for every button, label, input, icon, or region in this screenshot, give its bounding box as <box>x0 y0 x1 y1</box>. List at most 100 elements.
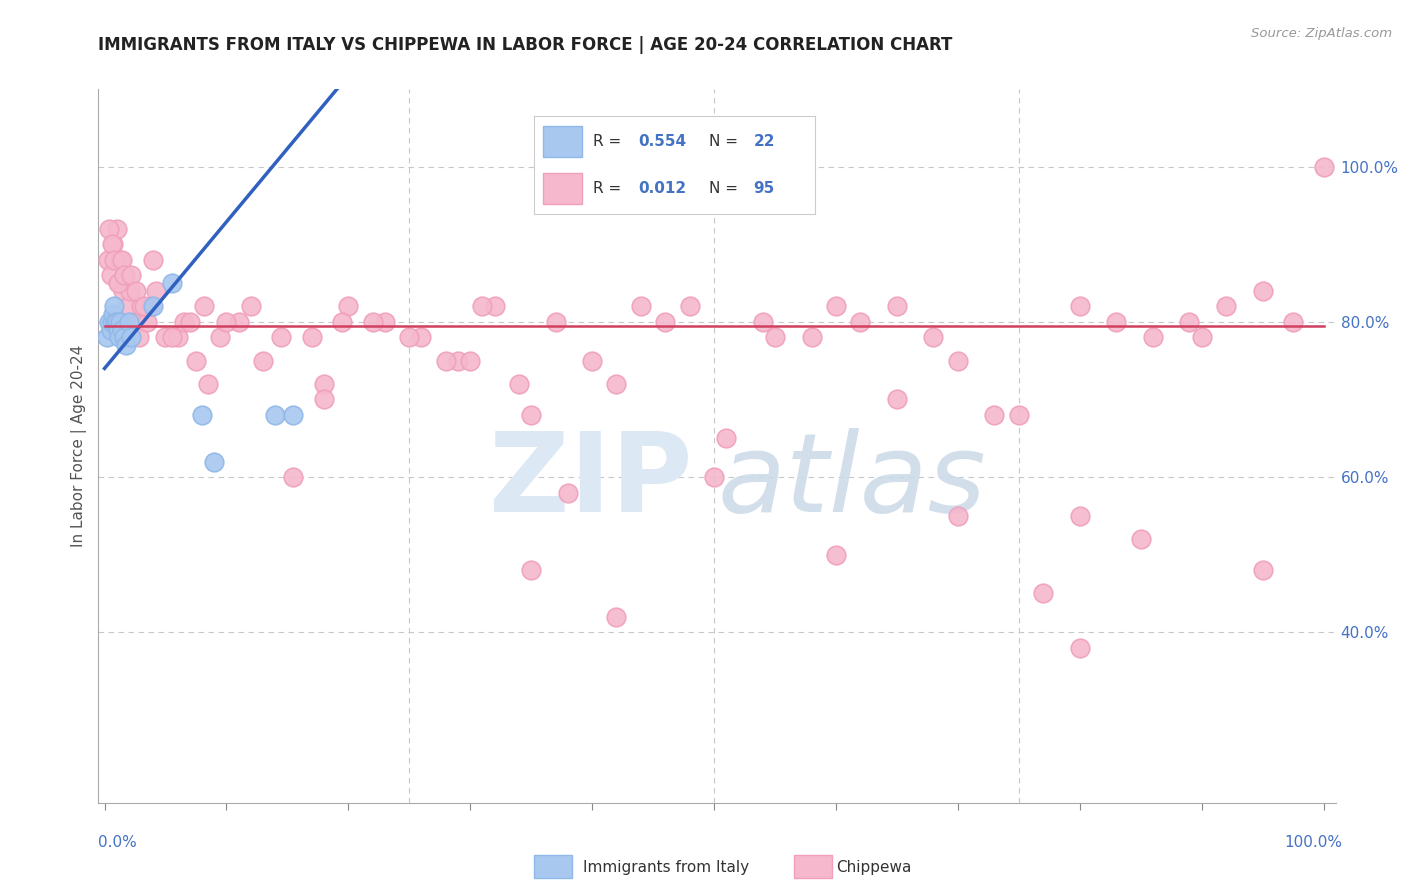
Point <box>763 330 786 344</box>
Point <box>108 276 131 290</box>
Point <box>103 299 125 313</box>
Point <box>120 268 142 283</box>
Point <box>191 408 214 422</box>
Point <box>678 299 700 313</box>
Point <box>173 315 195 329</box>
Point <box>520 408 543 422</box>
Y-axis label: In Labor Force | Age 20-24: In Labor Force | Age 20-24 <box>72 345 87 547</box>
Text: 22: 22 <box>754 134 775 149</box>
Text: ZIP: ZIP <box>489 428 692 535</box>
Point <box>132 299 155 313</box>
Point <box>97 252 120 267</box>
Point <box>1105 315 1128 329</box>
Point <box>312 376 335 391</box>
Point <box>202 454 225 468</box>
Point <box>128 330 150 344</box>
Point <box>800 330 823 344</box>
Point <box>654 315 676 329</box>
Point <box>160 276 183 290</box>
Point <box>946 353 969 368</box>
Point <box>1178 315 1201 329</box>
Point <box>1251 563 1274 577</box>
Point <box>557 485 579 500</box>
Point <box>605 376 627 391</box>
Point <box>239 299 262 313</box>
Point <box>112 268 135 283</box>
Text: 0.012: 0.012 <box>638 181 686 196</box>
Text: 0.0%: 0.0% <box>98 836 138 850</box>
Point <box>142 252 165 267</box>
Point <box>752 315 775 329</box>
Point <box>1312 160 1334 174</box>
Point <box>101 315 124 329</box>
Point <box>160 330 183 344</box>
Point <box>544 315 567 329</box>
Point <box>283 408 305 422</box>
Point <box>886 392 908 407</box>
Point <box>105 222 128 236</box>
Point <box>1251 284 1274 298</box>
Point <box>1069 508 1091 523</box>
Point <box>98 222 121 236</box>
Point <box>179 315 201 329</box>
Point <box>270 330 292 344</box>
Point <box>458 353 481 368</box>
Point <box>283 470 305 484</box>
Point <box>110 252 132 267</box>
Text: R =: R = <box>593 134 621 149</box>
Point <box>136 315 159 329</box>
Point <box>1142 330 1164 344</box>
Point <box>98 315 121 329</box>
Point <box>111 284 134 298</box>
Point <box>361 315 384 329</box>
Point <box>484 299 506 313</box>
Point <box>1032 586 1054 600</box>
Point <box>104 315 127 329</box>
Point <box>374 315 396 329</box>
Text: Source: ZipAtlas.com: Source: ZipAtlas.com <box>1251 27 1392 40</box>
Point <box>101 237 124 252</box>
Point <box>184 353 207 368</box>
Point <box>129 299 152 313</box>
Point <box>581 353 603 368</box>
Point <box>139 299 162 313</box>
Point <box>411 330 433 344</box>
Point <box>125 284 148 298</box>
Point <box>155 330 177 344</box>
Point <box>434 353 457 368</box>
Point <box>398 330 420 344</box>
Point <box>1069 640 1091 655</box>
Point <box>112 330 135 344</box>
Text: Immigrants from Italy: Immigrants from Italy <box>583 860 749 874</box>
Text: N =: N = <box>709 181 738 196</box>
Point <box>301 330 323 344</box>
Point <box>337 299 360 313</box>
Point <box>264 408 287 422</box>
Point <box>825 299 848 313</box>
Point <box>605 609 627 624</box>
Point <box>100 268 122 283</box>
Point <box>108 330 131 344</box>
Point <box>107 323 129 337</box>
Point <box>120 330 142 344</box>
Point <box>886 299 908 313</box>
Point <box>1069 299 1091 313</box>
Point <box>520 563 543 577</box>
Text: 95: 95 <box>754 181 775 196</box>
Point <box>1282 315 1305 329</box>
Point <box>1129 532 1152 546</box>
Point <box>1191 330 1213 344</box>
Point <box>252 353 274 368</box>
Point <box>703 470 725 484</box>
Point <box>946 508 969 523</box>
Point <box>118 315 141 329</box>
Point <box>209 330 232 344</box>
Point <box>228 315 250 329</box>
Point <box>630 299 652 313</box>
Point <box>96 330 118 344</box>
Point <box>101 307 124 321</box>
Point <box>114 268 136 283</box>
Bar <box>543 126 582 157</box>
Point <box>100 323 122 337</box>
Text: R =: R = <box>593 181 621 196</box>
